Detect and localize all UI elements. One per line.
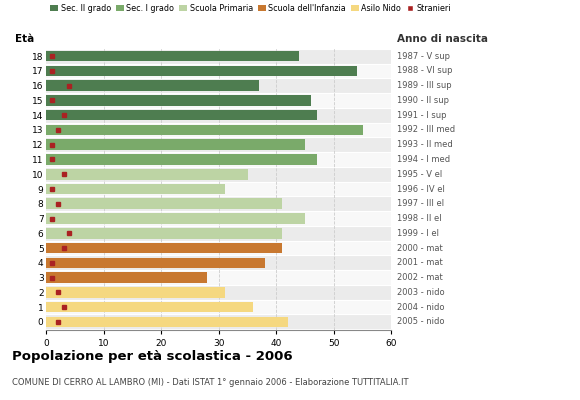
- Text: 1993 - II med: 1993 - II med: [397, 140, 453, 149]
- Bar: [46, 182, 392, 196]
- Bar: [46, 270, 392, 285]
- Bar: [46, 198, 282, 209]
- Bar: [46, 316, 288, 327]
- Bar: [46, 300, 392, 314]
- Text: 1994 - I med: 1994 - I med: [397, 155, 450, 164]
- Bar: [46, 139, 305, 150]
- Bar: [46, 287, 224, 298]
- Bar: [46, 110, 317, 120]
- Bar: [46, 213, 305, 224]
- Bar: [46, 78, 392, 93]
- Text: 1988 - VI sup: 1988 - VI sup: [397, 66, 452, 75]
- Bar: [46, 137, 392, 152]
- Bar: [46, 66, 357, 76]
- Legend: Sec. II grado, Sec. I grado, Scuola Primaria, Scuola dell'Infanzia, Asilo Nido, : Sec. II grado, Sec. I grado, Scuola Prim…: [50, 4, 451, 13]
- Text: 1989 - III sup: 1989 - III sup: [397, 81, 452, 90]
- Text: 2002 - mat: 2002 - mat: [397, 273, 443, 282]
- Bar: [46, 122, 392, 137]
- Bar: [46, 243, 282, 253]
- Bar: [46, 49, 392, 64]
- Text: 2001 - mat: 2001 - mat: [397, 258, 443, 267]
- Bar: [46, 196, 392, 211]
- Text: 2005 - nido: 2005 - nido: [397, 317, 444, 326]
- Text: Popolazione per età scolastica - 2006: Popolazione per età scolastica - 2006: [12, 350, 292, 363]
- Text: 1990 - II sup: 1990 - II sup: [397, 96, 449, 105]
- Text: 1992 - III med: 1992 - III med: [397, 126, 455, 134]
- Text: COMUNE DI CERRO AL LAMBRO (MI) - Dati ISTAT 1° gennaio 2006 - Elaborazione TUTTI: COMUNE DI CERRO AL LAMBRO (MI) - Dati IS…: [12, 378, 408, 387]
- Text: 1996 - IV el: 1996 - IV el: [397, 184, 445, 194]
- Bar: [46, 152, 392, 167]
- Text: 1987 - V sup: 1987 - V sup: [397, 52, 450, 61]
- Bar: [46, 302, 253, 312]
- Bar: [46, 125, 362, 135]
- Text: 1997 - III el: 1997 - III el: [397, 199, 444, 208]
- Bar: [46, 241, 392, 256]
- Bar: [46, 211, 392, 226]
- Text: 2003 - nido: 2003 - nido: [397, 288, 445, 297]
- Bar: [46, 167, 392, 182]
- Bar: [46, 228, 282, 239]
- Text: 2000 - mat: 2000 - mat: [397, 244, 443, 252]
- Text: Anno di nascita: Anno di nascita: [397, 34, 488, 44]
- Text: 1991 - I sup: 1991 - I sup: [397, 111, 447, 120]
- Bar: [46, 169, 248, 180]
- Bar: [46, 108, 392, 122]
- Bar: [46, 314, 392, 329]
- Bar: [46, 64, 392, 78]
- Text: Età: Età: [15, 34, 35, 44]
- Bar: [46, 93, 392, 108]
- Text: 1999 - I el: 1999 - I el: [397, 229, 439, 238]
- Bar: [46, 95, 311, 106]
- Bar: [46, 285, 392, 300]
- Bar: [46, 51, 299, 62]
- Text: 2004 - nido: 2004 - nido: [397, 303, 444, 312]
- Bar: [46, 258, 265, 268]
- Bar: [46, 80, 259, 91]
- Bar: [46, 184, 224, 194]
- Bar: [46, 256, 392, 270]
- Text: 1995 - V el: 1995 - V el: [397, 170, 442, 179]
- Text: 1998 - II el: 1998 - II el: [397, 214, 441, 223]
- Bar: [46, 226, 392, 241]
- Bar: [46, 272, 208, 283]
- Bar: [46, 154, 317, 165]
